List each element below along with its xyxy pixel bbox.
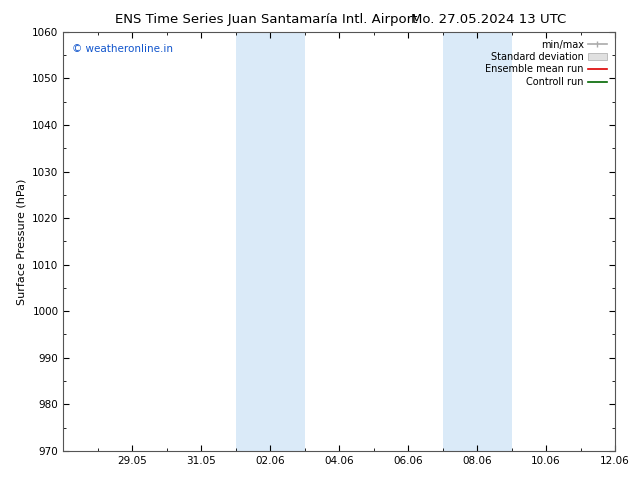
Y-axis label: Surface Pressure (hPa): Surface Pressure (hPa) — [16, 178, 27, 304]
Bar — [236, 32, 305, 451]
Bar — [443, 32, 512, 451]
Text: ENS Time Series Juan Santamaría Intl. Airport: ENS Time Series Juan Santamaría Intl. Ai… — [115, 13, 417, 26]
Text: Mo. 27.05.2024 13 UTC: Mo. 27.05.2024 13 UTC — [411, 13, 566, 26]
Legend: min/max, Standard deviation, Ensemble mean run, Controll run: min/max, Standard deviation, Ensemble me… — [482, 37, 610, 90]
Text: © weatheronline.in: © weatheronline.in — [72, 45, 172, 54]
